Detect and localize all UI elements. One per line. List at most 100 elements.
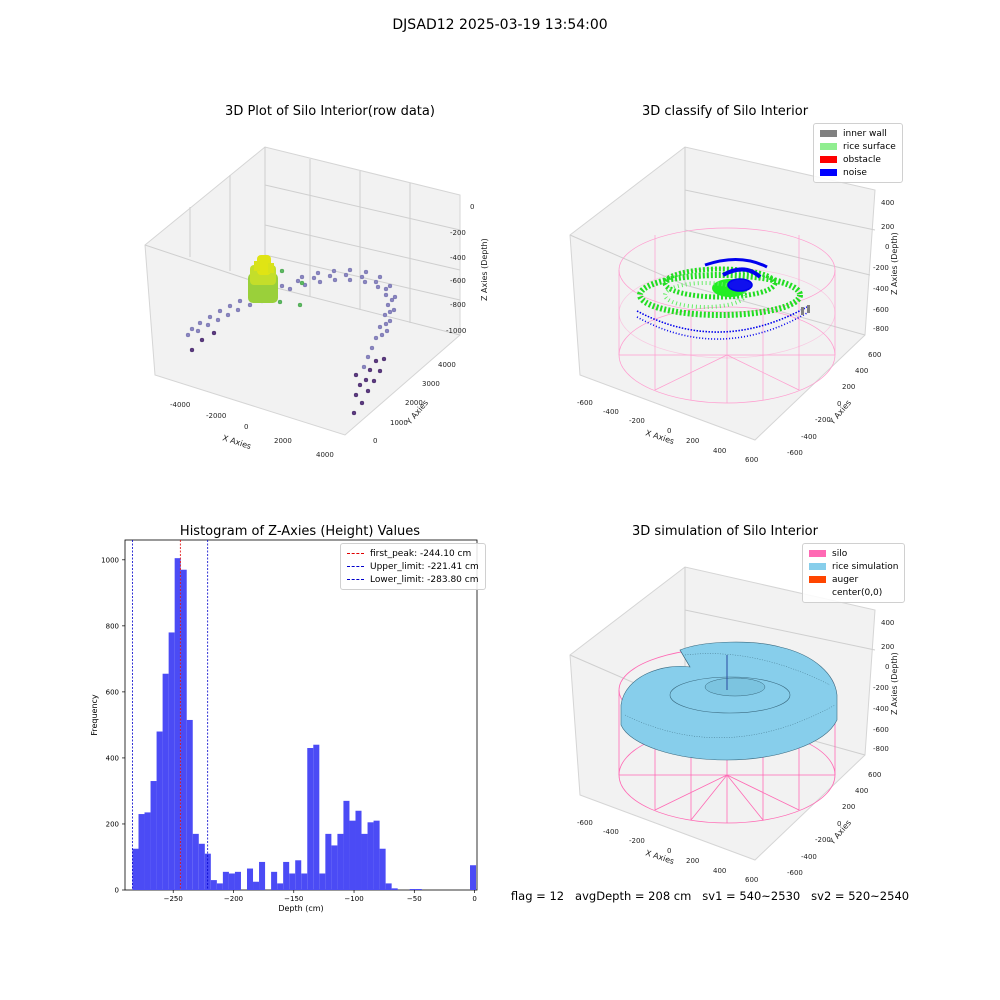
- svg-text:0: 0: [885, 663, 889, 671]
- svg-text:-200: -200: [815, 416, 831, 424]
- histogram-y-label: Frequency: [90, 694, 99, 736]
- simulation-y-ticks: -600 -400 -200 0 200 400 600: [787, 771, 881, 877]
- histogram-bar: [355, 810, 362, 890]
- histogram-x-ticks: −250 −200 −150 −100 −50 0: [164, 890, 477, 903]
- histogram-bar: [415, 889, 422, 890]
- classify-3d-plot: -600 -400 -200 0 200 400 600 X Axies -60…: [569, 146, 899, 464]
- histogram-bars: [132, 558, 477, 890]
- histogram-x-tick-label: −50: [407, 895, 422, 903]
- histogram-bar: [150, 781, 157, 890]
- legend-lower-limit: Lower_limit: -283.80 cm: [347, 573, 479, 586]
- classify-y-ticks: -600 -400 -200 0 200 400 600: [787, 351, 881, 457]
- histogram-bar: [138, 814, 145, 890]
- svg-text:600: 600: [868, 771, 881, 779]
- obstacle-swatch: [820, 156, 837, 163]
- svg-text:-200: -200: [873, 684, 889, 692]
- svg-text:400: 400: [855, 787, 868, 795]
- histogram-title: Histogram of Z-Axies (Height) Values: [179, 524, 421, 539]
- histogram-legend: first_peak: -244.10 cm Upper_limit: -221…: [340, 543, 486, 590]
- histogram-bar: [186, 719, 193, 890]
- svg-text:400: 400: [713, 867, 726, 875]
- histogram-bar: [283, 861, 290, 890]
- rice-simulation-swatch: [809, 563, 826, 570]
- svg-text:200: 200: [842, 383, 855, 391]
- histogram-bar: [253, 881, 260, 890]
- histogram-bar: [277, 883, 284, 890]
- svg-text:200: 200: [881, 643, 894, 651]
- simulation-x-ticks: -600 -400 -200 0 200 400 600: [577, 819, 758, 884]
- classify-x-ticks: -600 -400 -200 0 200 400 600: [577, 399, 758, 464]
- histogram-bar: [325, 833, 332, 890]
- histogram-bar: [222, 871, 229, 890]
- legend-auger: auger: [809, 573, 898, 586]
- histogram-bar: [246, 868, 254, 890]
- classify-legend: inner wall rice surface obstacle noise: [813, 123, 903, 183]
- svg-text:-600: -600: [873, 726, 889, 734]
- svg-text:-4000: -4000: [170, 401, 190, 409]
- histogram-y-tick-label: 200: [106, 820, 119, 828]
- raw-y-ticks: 0 1000 2000 3000 4000: [373, 361, 456, 445]
- panel-simulation-title: 3D simulation of Silo Interior: [632, 524, 818, 539]
- svg-text:-400: -400: [450, 254, 466, 262]
- lower-limit-swatch: [347, 579, 364, 580]
- histogram-bar: [301, 873, 308, 890]
- histogram-bar: [180, 569, 187, 890]
- histogram-bar: [144, 812, 151, 890]
- svg-text:-200: -200: [815, 836, 831, 844]
- svg-text:-600: -600: [787, 869, 803, 877]
- svg-text:-200: -200: [629, 837, 645, 845]
- svg-text:0: 0: [885, 243, 889, 251]
- classify-silo-wireframe: [618, 227, 836, 404]
- histogram-bar: [379, 848, 386, 890]
- status-footer: flag = 12 avgDepth = 208 cm sv1 = 540~25…: [510, 889, 910, 903]
- histogram-bar: [391, 888, 398, 890]
- histogram-bar: [228, 873, 235, 890]
- svg-text:0: 0: [837, 400, 841, 408]
- histogram-bar: [331, 845, 338, 890]
- histogram-bar: [307, 748, 314, 890]
- histogram-y-ticks: 0 200 400 600 800 1000: [101, 556, 125, 895]
- histogram-bar: [162, 673, 169, 890]
- svg-text:-1000: -1000: [446, 327, 466, 335]
- raw-3d-axes-box: [144, 146, 461, 436]
- histogram-bar: [234, 871, 241, 890]
- svg-text:200: 200: [686, 437, 699, 445]
- svg-text:4000: 4000: [316, 451, 334, 459]
- svg-text:0: 0: [470, 203, 474, 211]
- histogram-x-tick-label: 0: [472, 895, 476, 903]
- histogram-bar: [132, 848, 139, 890]
- raw-scatter-points: [185, 255, 398, 416]
- histogram-bar: [174, 558, 181, 890]
- legend-rice-surface: rice surface: [820, 140, 896, 153]
- svg-text:-600: -600: [873, 306, 889, 314]
- simulation-3d-plot: -600 -400 -200 0 200 400 600 X Axies -60…: [569, 566, 899, 884]
- svg-text:400: 400: [881, 619, 894, 627]
- histogram-y-tick-label: 600: [106, 688, 119, 696]
- svg-text:200: 200: [881, 223, 894, 231]
- svg-text:-400: -400: [603, 828, 619, 836]
- histogram-y-tick-label: 800: [106, 622, 119, 630]
- svg-text:-400: -400: [873, 705, 889, 713]
- histogram-bar: [156, 731, 163, 890]
- histogram-x-tick-label: −150: [284, 895, 303, 903]
- svg-text:-600: -600: [450, 277, 466, 285]
- svg-text:400: 400: [713, 447, 726, 455]
- histogram-bar: [198, 843, 205, 890]
- svg-text:0: 0: [373, 437, 377, 445]
- legend-upper-limit: Upper_limit: -221.41 cm: [347, 560, 479, 573]
- svg-text:-800: -800: [450, 301, 466, 309]
- svg-text:-600: -600: [787, 449, 803, 457]
- legend-inner-wall: inner wall: [820, 127, 896, 140]
- histogram-y-tick-label: 1000: [101, 556, 119, 564]
- simulation-rice-surface: [620, 641, 838, 761]
- svg-text:4000: 4000: [438, 361, 456, 369]
- legend-center: center(0,0): [809, 586, 898, 599]
- raw-3d-plot: -4000 -2000 0 2000 4000 X Axies 0 1000 2…: [144, 146, 489, 459]
- classify-noise-points: [636, 257, 808, 340]
- histogram-bar: [210, 880, 217, 890]
- legend-rice-simulation: rice simulation: [809, 560, 898, 573]
- histogram-bar: [349, 820, 356, 890]
- histogram-reference-lines: [132, 540, 209, 890]
- classify-z-label: Z Axies (Depth): [890, 232, 899, 295]
- histogram-x-label: Depth (cm): [278, 904, 323, 913]
